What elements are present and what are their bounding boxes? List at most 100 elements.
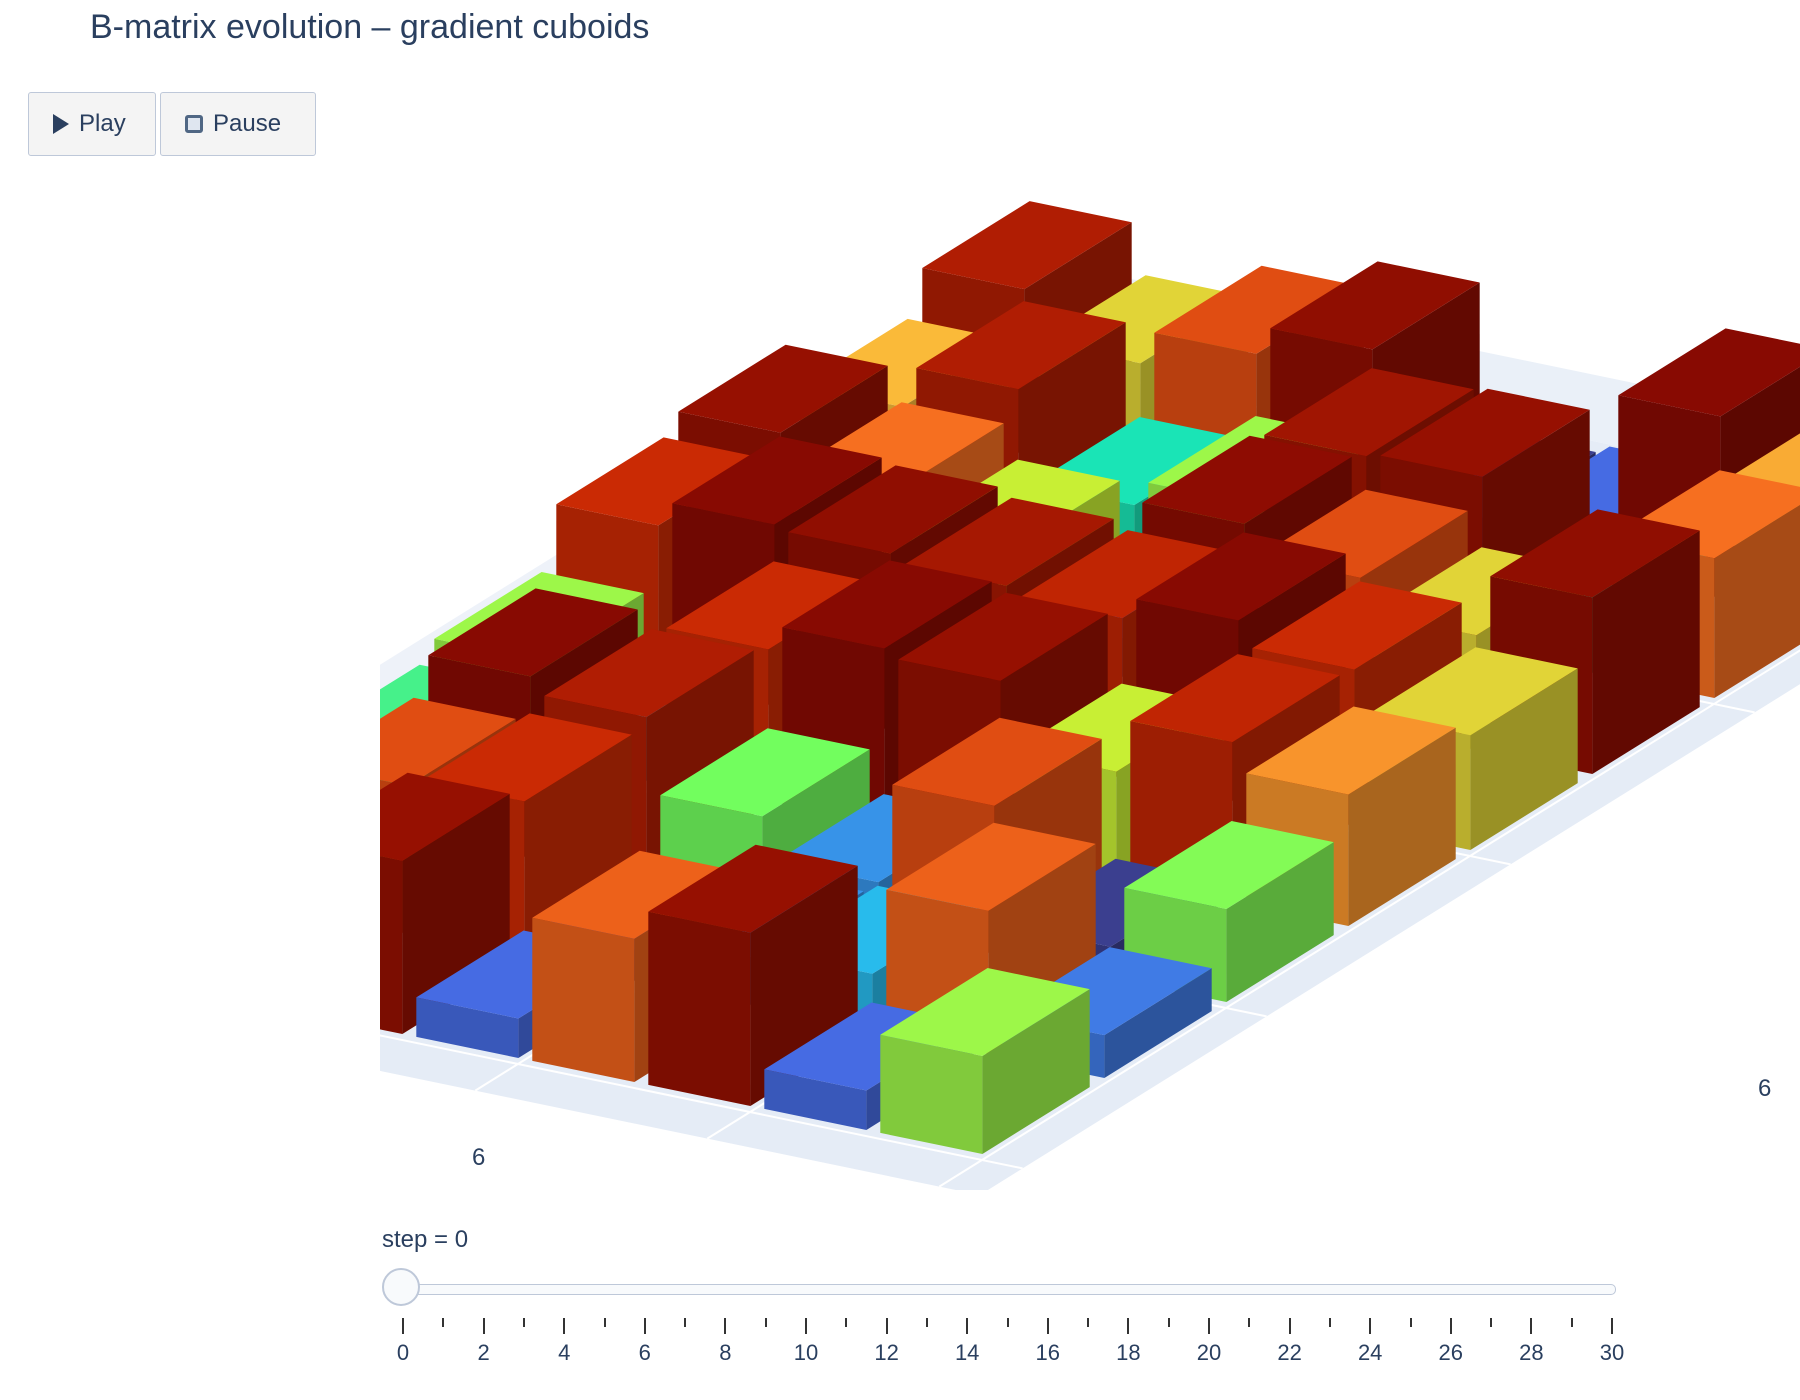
cuboid-front-face — [190, 849, 292, 910]
cuboid-side-face — [1470, 668, 1578, 850]
cuboid-top-face — [1154, 265, 1364, 354]
slider-tick-label: 26 — [1438, 1340, 1464, 1365]
cuboid-top-face — [1246, 706, 1456, 795]
slider-tick — [1328, 1318, 1331, 1327]
cuboid-front-face — [68, 842, 170, 986]
slider-prefix: step = — [382, 1226, 455, 1253]
slider-rail[interactable] — [384, 1284, 1616, 1295]
cuboid-top-face — [380, 697, 516, 786]
cuboid-top-face — [1618, 328, 1800, 417]
cuboid-side-face — [1348, 727, 1456, 926]
play-button[interactable]: Play — [28, 92, 156, 156]
slider-tick-label: 4 — [558, 1340, 571, 1365]
cuboid-top-face — [1368, 647, 1578, 736]
slider-tick — [925, 1318, 928, 1327]
slider-tick — [805, 1318, 807, 1334]
slider-current-label: step = 0 — [382, 1226, 468, 1254]
cuboid-top-face — [556, 437, 766, 526]
cuboid-bar — [184, 803, 394, 1010]
cuboid-top-face — [1136, 532, 1346, 621]
slider-tick — [1530, 1318, 1533, 1334]
cuboid-top-face — [1380, 388, 1590, 477]
cuboid-side-face — [982, 989, 1090, 1154]
cuboid-top-face — [68, 775, 277, 863]
cuboid-top-face — [1020, 530, 1230, 619]
cuboid-bar — [190, 799, 400, 910]
slider-tick-label: 30 — [1599, 1340, 1625, 1365]
slider-tick — [1611, 1318, 1613, 1334]
slider-tick — [402, 1318, 404, 1334]
cuboid-top-face — [648, 844, 858, 933]
cuboid-top-face — [380, 799, 400, 816]
cuboid-top-face — [672, 436, 882, 525]
cuboid-top-face — [380, 772, 510, 861]
cuboid-side-face — [380, 806, 394, 952]
cuboid-top-face — [898, 592, 1108, 681]
slider-tick-label: 28 — [1519, 1340, 1544, 1365]
cuboid-bar — [68, 775, 277, 986]
cuboid-front-face — [184, 852, 286, 1010]
slider-tick — [1288, 1318, 1291, 1334]
slider-tick — [1570, 1318, 1573, 1327]
cuboid-front-face — [648, 911, 751, 1106]
cuboid-top-face — [1252, 581, 1462, 670]
slider-tick — [1087, 1318, 1090, 1327]
pause-button[interactable]: Pause — [160, 92, 316, 156]
cuboid-front-face — [532, 917, 635, 1082]
cuboid-side-face — [170, 796, 277, 986]
play-button-label: Play — [79, 110, 126, 137]
cuboid-top-face — [532, 850, 742, 939]
cuboid-top-face — [1270, 261, 1480, 350]
cuboid-top-face — [904, 497, 1114, 586]
slider-tick — [482, 1318, 485, 1334]
slider-tick-label: 0 — [396, 1340, 410, 1365]
cuboid-scene[interactable]: 6 6 — [0, 0, 1800, 1200]
slider-tick — [563, 1318, 566, 1334]
cuboid-top-face — [1124, 821, 1334, 909]
cuboid-top-face — [678, 344, 888, 433]
slider-tick — [1046, 1318, 1049, 1334]
slider-tick — [603, 1318, 606, 1327]
cuboid-top-face — [422, 713, 632, 802]
cuboid-side-face — [1592, 530, 1700, 774]
floor-gridline — [380, 1034, 1023, 1170]
cuboid-top-face — [886, 822, 1096, 911]
slider-tick — [966, 1318, 969, 1334]
slider-tick-label: 20 — [1196, 1340, 1222, 1365]
slider-tick-label: 2 — [477, 1340, 490, 1365]
chart-title: B-matrix evolution – gradient cuboids — [90, 8, 650, 46]
slider-tick — [1208, 1318, 1210, 1334]
play-icon — [53, 114, 69, 134]
slider-tick-label: 16 — [1035, 1340, 1061, 1365]
cuboid-top-face — [544, 629, 754, 718]
slider-tick-label: 8 — [719, 1340, 732, 1365]
slider-tick-label: 24 — [1357, 1340, 1383, 1365]
slider-tick — [684, 1318, 687, 1327]
slider-handle[interactable] — [382, 1268, 420, 1306]
cuboid-front-face — [416, 997, 519, 1058]
cuboid-top-face — [892, 717, 1102, 806]
slider-tick — [643, 1318, 646, 1334]
slider-tick — [764, 1318, 767, 1327]
cuboid-top-face — [1130, 654, 1340, 743]
cuboid-top-face — [1734, 433, 1800, 488]
slider-tick-label: 6 — [638, 1340, 651, 1365]
x-axis-tick-label: 6 — [472, 1144, 485, 1171]
slider-tick-label: 10 — [793, 1340, 819, 1365]
slider-tick — [1127, 1318, 1130, 1334]
floor-gridline — [938, 649, 1800, 1188]
cuboid-top-face — [380, 803, 394, 816]
slider-current-value: 0 — [454, 1226, 469, 1253]
cuboid-top-face — [916, 301, 1126, 390]
cuboid-bars — [68, 201, 1800, 1154]
cuboid-front-face — [380, 856, 403, 1034]
slider-tick-label: 12 — [874, 1340, 899, 1365]
slider-tick — [1006, 1318, 1009, 1327]
slider-tick — [1490, 1318, 1493, 1327]
slider-tick — [442, 1318, 445, 1327]
cuboid-top-face — [1264, 368, 1474, 457]
cuboid-top-face — [922, 201, 1132, 290]
cuboid-top-face — [1490, 509, 1700, 598]
cuboid-front-face — [880, 1034, 983, 1154]
cuboid-top-face — [428, 588, 638, 677]
